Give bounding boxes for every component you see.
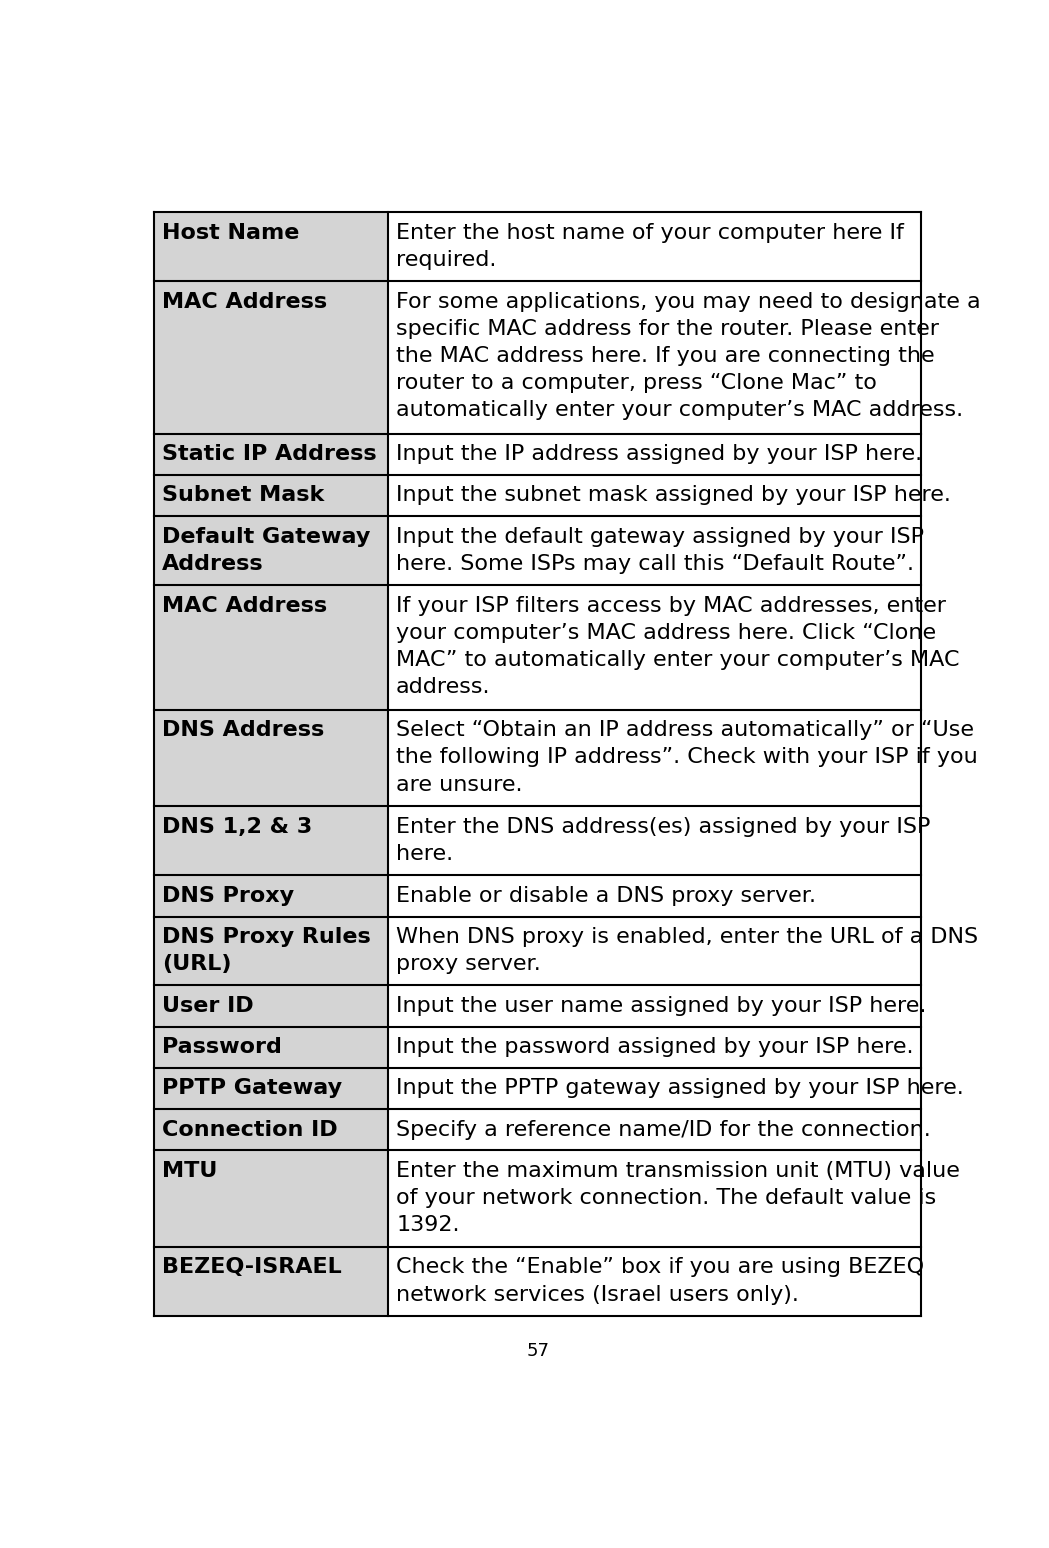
Bar bbox=[388, 1150, 921, 1246]
Bar bbox=[388, 475, 921, 515]
Text: When DNS proxy is enabled, enter the URL of a DNS
proxy server.: When DNS proxy is enabled, enter the URL… bbox=[397, 927, 979, 974]
Text: Connection ID: Connection ID bbox=[162, 1119, 338, 1139]
Bar bbox=[388, 1246, 921, 1316]
Bar bbox=[154, 1068, 388, 1108]
Text: DNS Proxy Rules
(URL): DNS Proxy Rules (URL) bbox=[162, 927, 370, 974]
Text: DNS Address: DNS Address bbox=[162, 720, 324, 740]
Text: If your ISP filters access by MAC addresses, enter
your computer’s MAC address h: If your ISP filters access by MAC addres… bbox=[397, 596, 960, 697]
Text: Host Name: Host Name bbox=[162, 223, 299, 243]
Bar bbox=[388, 876, 921, 916]
Bar bbox=[388, 916, 921, 986]
Text: Password: Password bbox=[162, 1037, 282, 1057]
Text: Input the default gateway assigned by your ISP
here. Some ISPs may call this “De: Input the default gateway assigned by yo… bbox=[397, 526, 924, 574]
Bar bbox=[388, 585, 921, 709]
Text: Check the “Enable” box if you are using BEZEQ
network services (Israel users onl: Check the “Enable” box if you are using … bbox=[397, 1257, 924, 1305]
Text: DNS Proxy: DNS Proxy bbox=[162, 885, 294, 906]
Bar bbox=[154, 1246, 388, 1316]
Text: Input the IP address assigned by your ISP here.: Input the IP address assigned by your IS… bbox=[397, 444, 922, 464]
Text: Enter the host name of your computer here If
required.: Enter the host name of your computer her… bbox=[397, 223, 904, 269]
Text: Enter the DNS address(es) assigned by your ISP
here.: Enter the DNS address(es) assigned by yo… bbox=[397, 817, 930, 864]
Text: Input the subnet mask assigned by your ISP here.: Input the subnet mask assigned by your I… bbox=[397, 486, 951, 506]
Bar bbox=[388, 515, 921, 585]
Bar bbox=[154, 709, 388, 807]
Bar bbox=[154, 282, 388, 433]
Bar bbox=[154, 585, 388, 709]
Text: Subnet Mask: Subnet Mask bbox=[162, 486, 324, 506]
Text: Input the user name assigned by your ISP here.: Input the user name assigned by your ISP… bbox=[397, 997, 926, 1015]
Bar bbox=[388, 1026, 921, 1068]
Bar bbox=[154, 1150, 388, 1246]
Bar bbox=[154, 475, 388, 515]
Bar bbox=[388, 1108, 921, 1150]
Bar bbox=[388, 709, 921, 807]
Bar bbox=[388, 282, 921, 433]
Bar bbox=[154, 986, 388, 1026]
Text: User ID: User ID bbox=[162, 997, 254, 1015]
Bar bbox=[154, 916, 388, 986]
Text: MAC Address: MAC Address bbox=[162, 291, 327, 311]
Text: Input the password assigned by your ISP here.: Input the password assigned by your ISP … bbox=[397, 1037, 914, 1057]
Bar bbox=[388, 986, 921, 1026]
Bar bbox=[154, 433, 388, 475]
Text: Select “Obtain an IP address automatically” or “Use
the following IP address”. C: Select “Obtain an IP address automatical… bbox=[397, 720, 978, 794]
Bar bbox=[154, 1108, 388, 1150]
Text: MTU: MTU bbox=[162, 1161, 217, 1181]
Bar bbox=[388, 1068, 921, 1108]
Bar bbox=[154, 807, 388, 876]
Bar bbox=[388, 807, 921, 876]
Text: Specify a reference name/ID for the connection.: Specify a reference name/ID for the conn… bbox=[397, 1119, 930, 1139]
Bar bbox=[154, 515, 388, 585]
Text: MAC Address: MAC Address bbox=[162, 596, 327, 616]
Text: DNS 1,2 & 3: DNS 1,2 & 3 bbox=[162, 817, 313, 837]
Text: Default Gateway
Address: Default Gateway Address bbox=[162, 526, 370, 574]
Text: Enter the maximum transmission unit (MTU) value
of your network connection. The : Enter the maximum transmission unit (MTU… bbox=[397, 1161, 960, 1235]
Text: BEZEQ-ISRAEL: BEZEQ-ISRAEL bbox=[162, 1257, 342, 1277]
Text: For some applications, you may need to designate a
specific MAC address for the : For some applications, you may need to d… bbox=[397, 291, 981, 421]
Bar bbox=[154, 212, 388, 282]
Bar bbox=[154, 1026, 388, 1068]
Text: Enable or disable a DNS proxy server.: Enable or disable a DNS proxy server. bbox=[397, 885, 816, 906]
Text: Static IP Address: Static IP Address bbox=[162, 444, 377, 464]
Text: 57: 57 bbox=[527, 1342, 549, 1361]
Bar bbox=[154, 876, 388, 916]
Text: Input the PPTP gateway assigned by your ISP here.: Input the PPTP gateway assigned by your … bbox=[397, 1079, 964, 1099]
Bar bbox=[388, 212, 921, 282]
Bar bbox=[388, 433, 921, 475]
Text: PPTP Gateway: PPTP Gateway bbox=[162, 1079, 342, 1099]
